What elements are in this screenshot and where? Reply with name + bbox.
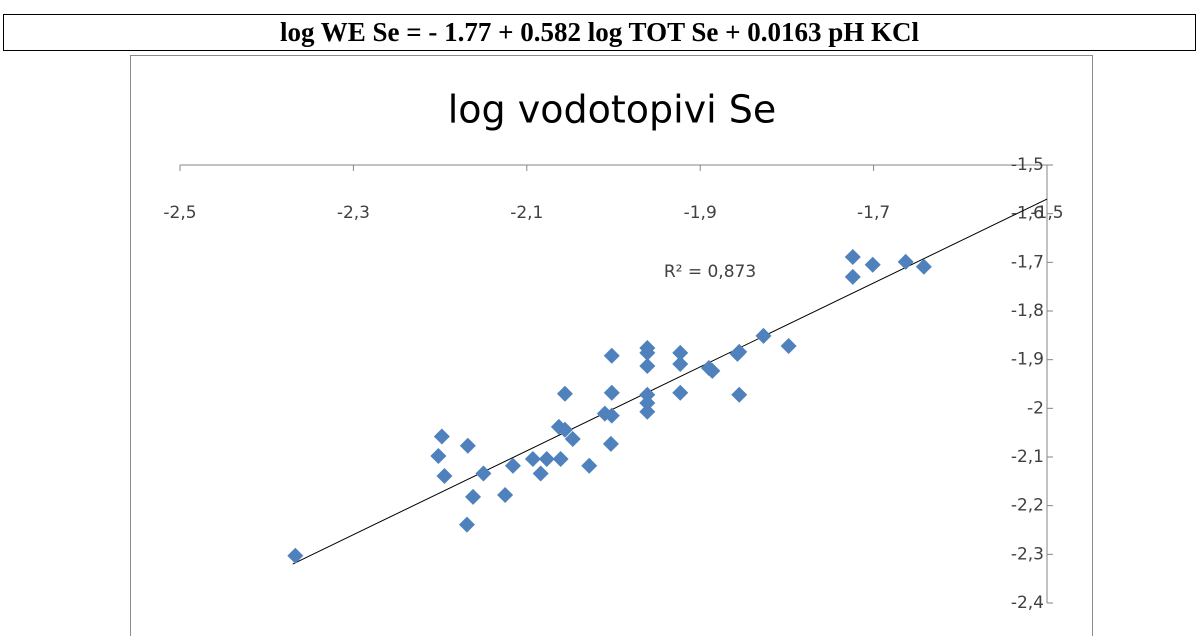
r-squared: R² = 0,873 [664, 262, 756, 282]
x-tick-label: -2,3 [337, 203, 370, 223]
data-point [532, 465, 549, 482]
data-point [436, 467, 453, 484]
y-tick-label: -2,3 [1011, 544, 1044, 564]
y-tick-label: -1,7 [1011, 252, 1044, 272]
data-point [504, 457, 521, 474]
data-point [639, 403, 656, 420]
y-tick-label: -2,4 [1011, 593, 1044, 613]
data-point [465, 488, 482, 505]
data-point [556, 385, 573, 402]
data-point [556, 421, 573, 438]
data-point [731, 386, 748, 403]
data-point [524, 450, 541, 467]
data-point [458, 516, 475, 533]
x-tick-label: -1,9 [684, 203, 717, 223]
data-point [639, 357, 656, 374]
data-point [672, 356, 689, 373]
data-point [731, 343, 748, 360]
data-point [603, 384, 620, 401]
data-point [564, 430, 581, 447]
data-point [603, 347, 620, 364]
data-point [639, 344, 656, 361]
x-tick-label: -2,5 [163, 203, 196, 223]
data-point [552, 450, 569, 467]
data-point [755, 327, 772, 344]
data-point [897, 253, 914, 270]
y-tick-label: -1,9 [1011, 350, 1044, 370]
data-point [459, 437, 476, 454]
equation: log WE Se = - 1.77 + 0.582 log TOT Se + … [280, 17, 919, 47]
data-point [704, 362, 721, 379]
data-point [581, 457, 598, 474]
data-point [603, 407, 620, 424]
data-point [915, 258, 932, 275]
data-point [639, 394, 656, 411]
data-point [672, 384, 689, 401]
data-point [844, 248, 861, 265]
y-tick-label: -1,6 [1011, 204, 1044, 224]
data-point [672, 344, 689, 361]
data-point [864, 256, 881, 273]
data-point [475, 465, 492, 482]
trendline [292, 198, 1048, 565]
data-point [639, 386, 656, 403]
equation-header: log WE Se = - 1.77 + 0.582 log TOT Se + … [3, 14, 1196, 51]
y-tick-label: -2,2 [1011, 496, 1044, 516]
data-point [780, 338, 797, 355]
data-point [430, 448, 447, 465]
data-point [602, 435, 619, 452]
data-point [433, 428, 450, 445]
y-tick-label: -2,1 [1011, 447, 1044, 467]
chart-frame [130, 55, 1093, 636]
chart-title: log vodotopivi Se [448, 88, 777, 132]
y-tick-label: -1,5 [1011, 155, 1044, 175]
data-point [497, 486, 514, 503]
data-point [844, 268, 861, 285]
y-tick-label: -2 [1027, 398, 1044, 418]
x-tick-label: -1,7 [857, 203, 890, 223]
data-point [287, 547, 304, 564]
x-tick-label: -2,1 [510, 203, 543, 223]
data-point [538, 450, 555, 467]
x-tick-label: -1,5 [1030, 203, 1063, 223]
y-tick-label: -1,8 [1011, 301, 1044, 321]
